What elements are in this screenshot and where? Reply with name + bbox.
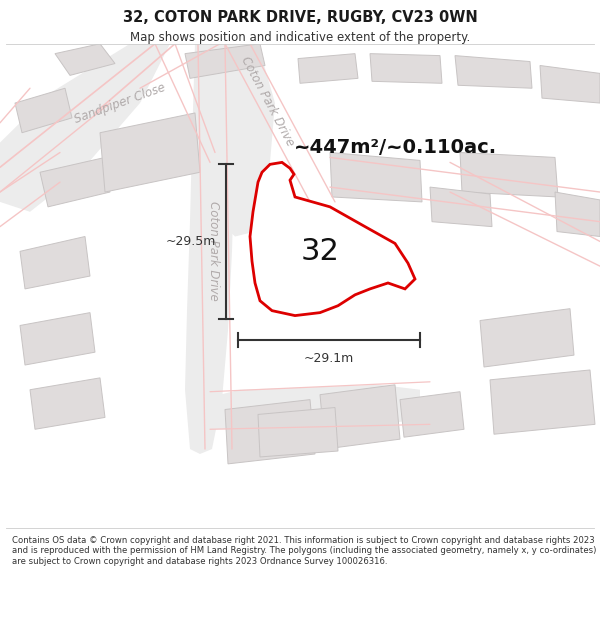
Polygon shape xyxy=(320,385,400,449)
Polygon shape xyxy=(185,44,265,78)
Polygon shape xyxy=(330,152,422,202)
Polygon shape xyxy=(0,44,170,212)
Text: 32, COTON PARK DRIVE, RUGBY, CV23 0WN: 32, COTON PARK DRIVE, RUGBY, CV23 0WN xyxy=(122,9,478,24)
Polygon shape xyxy=(490,370,595,434)
Polygon shape xyxy=(15,88,72,132)
Text: ~29.5m: ~29.5m xyxy=(166,235,216,248)
Polygon shape xyxy=(250,162,415,316)
Polygon shape xyxy=(100,113,200,192)
Polygon shape xyxy=(20,312,95,365)
Polygon shape xyxy=(455,56,532,88)
Polygon shape xyxy=(40,158,110,207)
Text: Map shows position and indicative extent of the property.: Map shows position and indicative extent… xyxy=(130,31,470,44)
Polygon shape xyxy=(430,187,492,227)
Text: Coton Park Drive: Coton Park Drive xyxy=(239,54,297,148)
Polygon shape xyxy=(200,385,420,429)
Polygon shape xyxy=(258,408,338,457)
Polygon shape xyxy=(298,54,358,83)
Text: Sandpiper Close: Sandpiper Close xyxy=(73,81,167,126)
Polygon shape xyxy=(225,399,315,464)
Polygon shape xyxy=(370,54,442,83)
Text: Coton Park Drive: Coton Park Drive xyxy=(206,201,220,301)
Polygon shape xyxy=(20,236,90,289)
Polygon shape xyxy=(400,392,464,437)
Text: 32: 32 xyxy=(301,237,340,266)
Polygon shape xyxy=(555,192,600,236)
Text: ~29.1m: ~29.1m xyxy=(304,352,354,365)
Text: Contains OS data © Crown copyright and database right 2021. This information is : Contains OS data © Crown copyright and d… xyxy=(12,536,596,566)
Polygon shape xyxy=(540,66,600,103)
Polygon shape xyxy=(480,309,574,367)
Text: ~447m²/~0.110ac.: ~447m²/~0.110ac. xyxy=(293,138,497,157)
Polygon shape xyxy=(185,44,235,454)
Polygon shape xyxy=(460,152,558,197)
Polygon shape xyxy=(55,44,115,76)
Polygon shape xyxy=(218,44,275,236)
Polygon shape xyxy=(30,378,105,429)
